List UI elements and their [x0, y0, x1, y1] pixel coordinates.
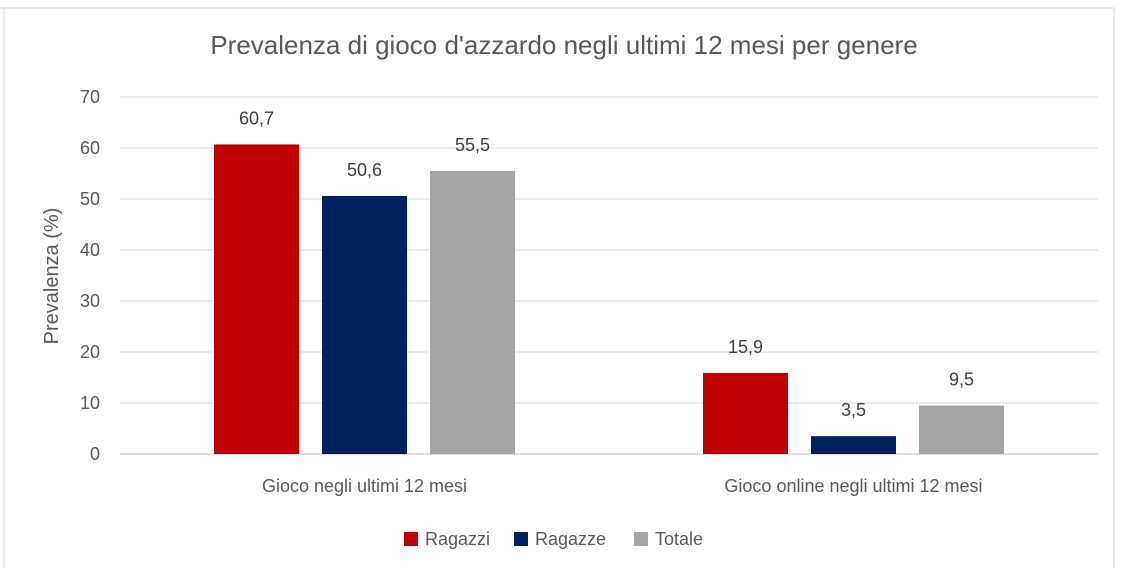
legend: Ragazzi Ragazze Totale [404, 529, 703, 549]
data-label: 9,5 [949, 370, 974, 390]
legend-swatch [514, 532, 528, 546]
chart-title: Prevalenza di gioco d'azzardo negli ulti… [210, 30, 917, 60]
bar [430, 170, 515, 454]
y-axis-ticks: 0 10 20 30 40 50 60 70 [80, 87, 100, 464]
data-label: 60,7 [239, 108, 274, 128]
y-tick-label: 0 [90, 444, 100, 464]
bar [919, 405, 1004, 454]
bar [322, 195, 407, 454]
y-tick-label: 20 [80, 342, 100, 362]
y-tick-label: 30 [80, 291, 100, 311]
y-tick-label: 10 [80, 393, 100, 413]
legend-label: Ragazzi [425, 529, 490, 549]
x-axis-categories: Gioco negli ultimi 12 mesi Gioco online n… [262, 476, 983, 496]
y-tick-label: 40 [80, 240, 100, 260]
y-axis-label: Prevalenza (%) [41, 208, 63, 345]
x-category-label: Gioco online negli ultimi 12 mesi [724, 476, 982, 496]
legend-label: Totale [655, 529, 703, 549]
bars [214, 144, 1004, 454]
y-tick-label: 50 [80, 189, 100, 209]
data-label: 50,6 [347, 160, 382, 180]
data-labels: 60,7 50,6 55,5 15,9 3,5 9,5 [239, 108, 974, 420]
data-label: 15,9 [728, 337, 763, 357]
bar [811, 436, 896, 454]
data-label: 3,5 [841, 400, 866, 420]
bar [703, 372, 788, 454]
y-tick-label: 70 [80, 87, 100, 107]
y-tick-label: 60 [80, 138, 100, 158]
legend-swatch [634, 532, 648, 546]
legend-swatch [404, 532, 418, 546]
bar [214, 144, 299, 454]
x-category-label: Gioco negli ultimi 12 mesi [262, 476, 467, 496]
outer-grid-lines [0, 7, 1115, 568]
legend-label: Ragazze [535, 529, 606, 549]
data-label: 55,5 [455, 135, 490, 155]
